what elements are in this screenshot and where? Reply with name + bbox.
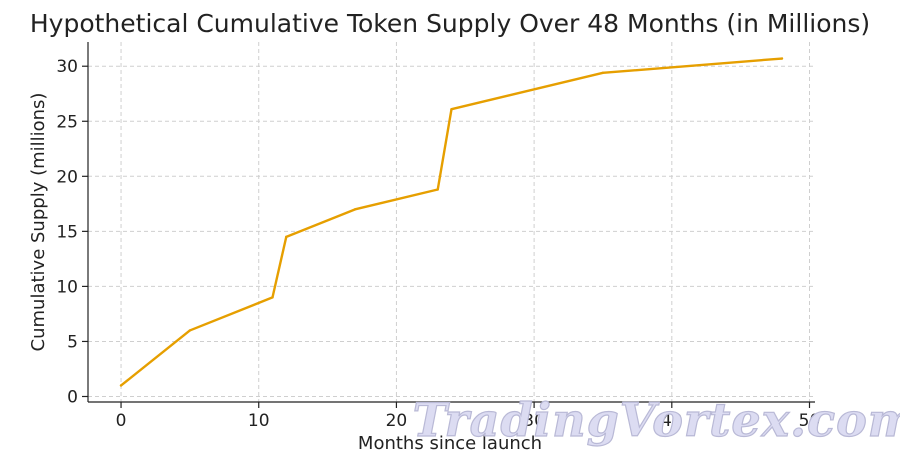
y-tick-label: 15	[56, 222, 78, 242]
x-tick-label: 20	[386, 411, 408, 431]
x-tick-label: 40	[661, 411, 683, 431]
x-tick-label: 30	[523, 411, 545, 431]
x-tick-label: 50	[799, 411, 821, 431]
data-point	[780, 57, 784, 60]
x-axis-title: Months since launch	[358, 433, 542, 454]
y-tick-label: 5	[67, 332, 78, 352]
x-tick-label: 0	[116, 411, 127, 431]
watermark-logo: TradingVortex.com	[413, 393, 900, 447]
y-tick-label: 20	[56, 167, 78, 187]
data-point	[436, 188, 439, 191]
axes	[82, 42, 815, 408]
data-point	[285, 235, 288, 239]
y-tick-label: 25	[56, 112, 78, 132]
data-point	[353, 208, 357, 211]
x-tick-label: 10	[248, 411, 270, 431]
data-point	[119, 384, 123, 387]
chart-title: Hypothetical Cumulative Token Supply Ove…	[30, 9, 870, 38]
data-point	[450, 107, 453, 111]
tick-labels: 0 10 20 30 40 50 0 5 10 15 20 25 30	[56, 57, 820, 431]
data-point	[188, 329, 192, 332]
series-layer	[119, 57, 784, 387]
y-tick-label: 10	[56, 277, 78, 297]
data-point	[601, 71, 605, 75]
y-tick-label: 0	[67, 387, 78, 407]
grid	[88, 42, 815, 402]
data-point	[271, 296, 274, 299]
y-tick-label: 30	[56, 57, 78, 77]
y-axis-title: Cumulative Supply (millions)	[28, 93, 49, 352]
series-line	[119, 57, 784, 387]
